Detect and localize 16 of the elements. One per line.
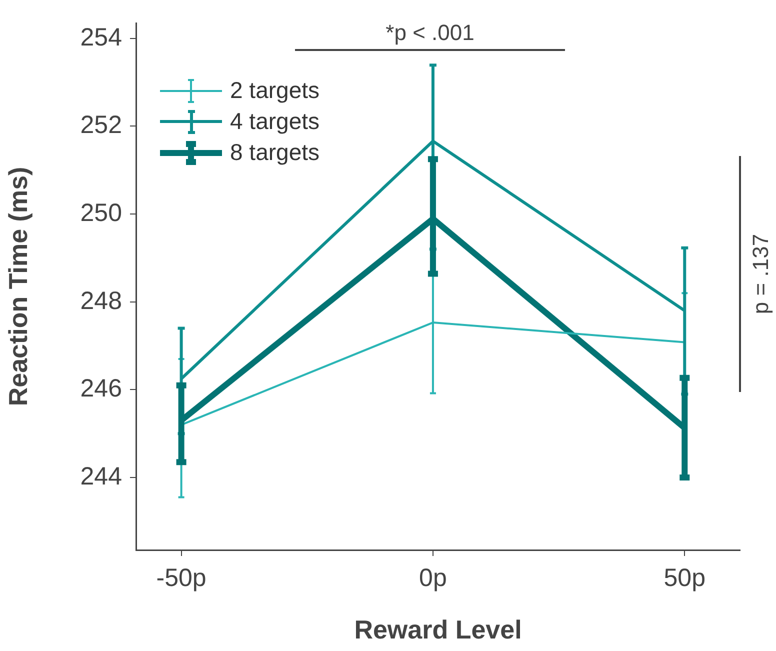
y-tick-label: 248 bbox=[80, 286, 122, 315]
annotation: *p < .001 bbox=[386, 20, 474, 46]
y-axis-title: Reaction Time (ms) bbox=[2, 166, 33, 406]
y-tick-label: 246 bbox=[80, 374, 122, 403]
x-tick-label: -50p bbox=[156, 564, 206, 592]
y-tick-label: 250 bbox=[80, 198, 122, 227]
legend-label: 2 targets bbox=[230, 77, 320, 104]
y-tick-label: 252 bbox=[80, 111, 122, 140]
legend-label: 4 targets bbox=[230, 108, 320, 135]
legend-label: 8 targets bbox=[230, 139, 320, 166]
text: p = .137 bbox=[748, 234, 774, 314]
y-tick-label: 244 bbox=[80, 462, 122, 490]
x-tick-label: 0p bbox=[419, 564, 447, 592]
y-tick-label: 254 bbox=[80, 23, 122, 52]
x-axis-title: Reward Level bbox=[354, 614, 522, 645]
x-tick-label: 50p bbox=[664, 564, 706, 592]
